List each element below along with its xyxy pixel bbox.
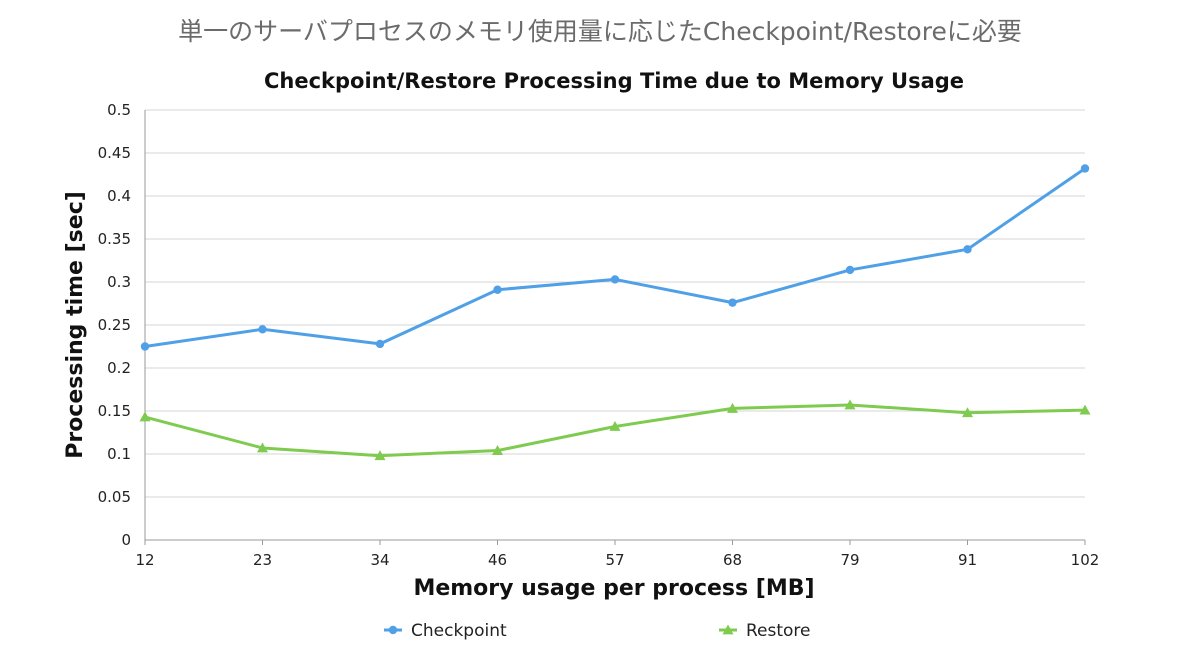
checkpoint-point xyxy=(493,285,502,294)
y-tick-label: 0.25 xyxy=(98,316,131,334)
x-tick-label: 102 xyxy=(1071,551,1100,569)
x-tick-label: 46 xyxy=(488,551,507,569)
checkpoint-point xyxy=(258,325,267,334)
restore-point xyxy=(844,399,856,410)
x-tick-label: 12 xyxy=(135,551,154,569)
checkpoint-point xyxy=(963,245,972,254)
restore-point xyxy=(609,420,621,431)
x-tick-label: 34 xyxy=(370,551,389,569)
restore-point xyxy=(139,411,151,422)
checkpoint-line xyxy=(144,167,1086,348)
restore-point xyxy=(257,442,268,453)
checkpoint-point xyxy=(140,342,150,351)
x-tick-label: 91 xyxy=(958,551,977,569)
legend-marker-restore xyxy=(722,624,734,635)
y-tick-label: 0.45 xyxy=(98,144,131,162)
y-tick-label: 0.2 xyxy=(107,359,131,377)
series-restore xyxy=(139,399,1091,461)
y-axis-label: Processing time [sec] xyxy=(63,191,88,459)
restore-point xyxy=(962,407,973,418)
x-tick-label: 23 xyxy=(253,551,272,569)
checkpoint-point xyxy=(728,298,737,307)
x-tick-label: 79 xyxy=(840,551,859,569)
y-tick-label: 0.3 xyxy=(107,273,131,291)
legend-item-checkpoint: Checkpoint xyxy=(384,621,507,641)
slide-title: 単一のサーバプロセスのメモリ使用量に応じたCheckpoint/Restoreに… xyxy=(178,17,1022,46)
restore-point xyxy=(374,450,386,461)
x-axis-label: Memory usage per process [MB] xyxy=(413,576,814,601)
legend-item-restore: Restore xyxy=(719,621,811,641)
y-tick-label: 0.15 xyxy=(98,402,131,420)
restore-point xyxy=(1079,404,1091,415)
series-group xyxy=(139,164,1091,461)
y-tick-label: 0.05 xyxy=(98,488,131,506)
y-tick-label: 0.5 xyxy=(107,101,131,119)
checkpoint-point xyxy=(1080,164,1090,173)
restore-point xyxy=(492,445,503,455)
y-tick-label: 0.35 xyxy=(98,230,131,248)
x-tick-label: 68 xyxy=(723,551,742,569)
y-tick-label: 0.4 xyxy=(107,187,131,205)
x-axis-ticks: 12 23 34 46 57 68 79 91 102 xyxy=(135,540,1099,569)
chart-title: Checkpoint/Restore Processing Time due t… xyxy=(264,69,964,93)
legend: Checkpoint Restore xyxy=(384,621,811,641)
restore-point xyxy=(727,402,738,413)
y-tick-label: 0 xyxy=(121,531,131,549)
y-axis-ticks: 0 0.05 0.1 0.15 0.2 0.25 0.3 0.35 0.4 0.45 0.5 xyxy=(98,101,131,549)
x-tick-label: 57 xyxy=(605,551,624,569)
legend-label-checkpoint: Checkpoint xyxy=(411,621,507,641)
y-tick-label: 0.1 xyxy=(107,445,131,463)
checkpoint-point xyxy=(375,339,385,349)
checkpoint-point xyxy=(610,275,620,284)
legend-label-restore: Restore xyxy=(746,621,811,641)
legend-marker-checkpoint xyxy=(388,625,398,635)
checkpoint-point xyxy=(845,265,855,275)
grid-lines xyxy=(145,109,1085,498)
series-checkpoint xyxy=(140,164,1090,351)
